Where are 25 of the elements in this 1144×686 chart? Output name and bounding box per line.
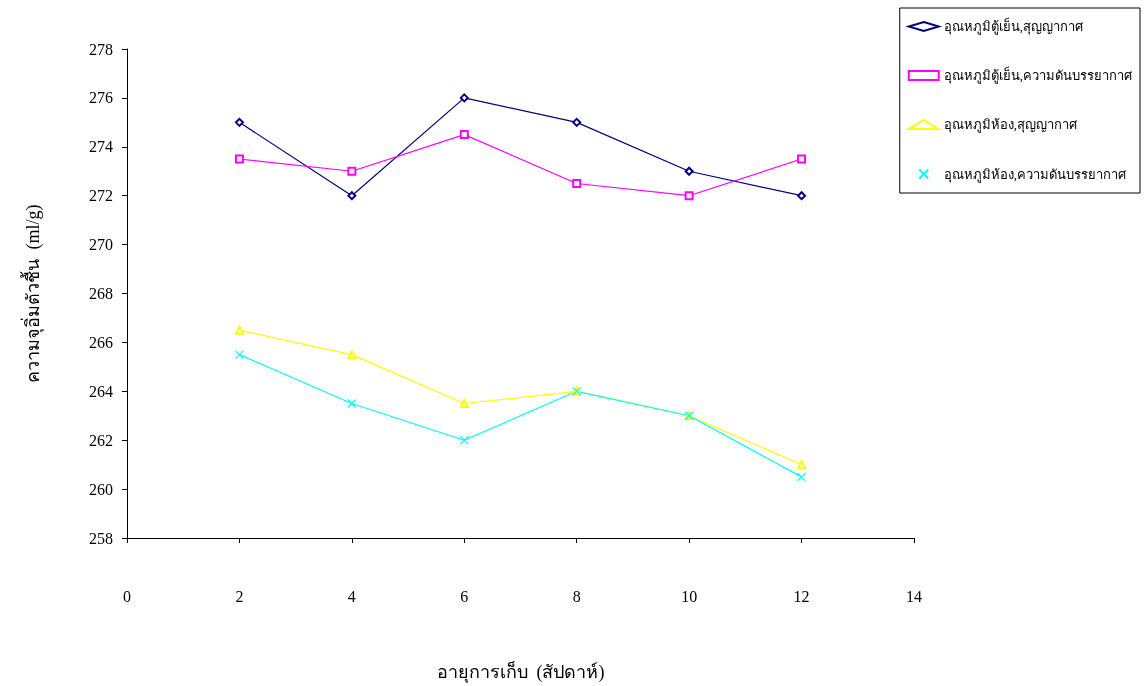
y-tick-label: 268 <box>89 285 113 302</box>
y-tick-label: 260 <box>89 480 113 498</box>
x-tick-label: 12 <box>793 587 810 605</box>
y-tick-label: 264 <box>89 382 113 400</box>
y-tick-label: 266 <box>89 333 113 351</box>
y-axis-title: ความจุอิ่มตัวชื้น (ml/g) <box>20 204 44 383</box>
x-axis-title: อายุการเก็บ (สัปดาห์) <box>436 660 605 683</box>
x-tick-label: 8 <box>572 587 581 605</box>
y-tick-label: 272 <box>89 187 113 205</box>
legend-label: อุณหภูมิตู้เย็น,สุญญากาศ <box>943 17 1084 35</box>
y-tick-label: 270 <box>89 236 113 254</box>
y-tick-label: 274 <box>89 138 113 156</box>
x-tick-label: 4 <box>347 587 356 605</box>
x-tick-label: 14 <box>906 587 922 605</box>
y-tick-label: 262 <box>89 431 113 449</box>
y-tick-label: 278 <box>89 40 113 58</box>
x-tick-label: 6 <box>460 587 469 605</box>
y-tick-label: 276 <box>89 89 113 107</box>
x-tick-label: 10 <box>681 587 698 605</box>
legend-label: อุณหภูมิห้อง,สุญญากาศ <box>943 117 1078 133</box>
x-tick-label: 2 <box>235 587 244 605</box>
y-tick-label: 258 <box>89 529 113 547</box>
x-tick-label: 0 <box>123 587 131 605</box>
legend-label: อุณหภูมิห้อง,ความดันบรรยากาศ <box>943 166 1127 183</box>
legend-label: อุณหภูมิตู้เย็น,ความดันบรรยากาศ <box>943 66 1133 84</box>
